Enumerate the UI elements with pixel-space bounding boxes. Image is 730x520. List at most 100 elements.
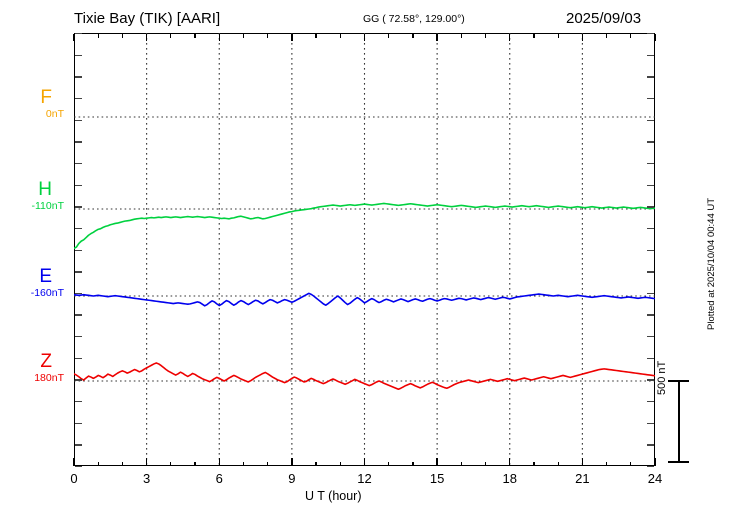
y-tick-right-8 (647, 206, 654, 208)
component-label-Z: Z (40, 351, 52, 372)
y-tick-right-18 (647, 422, 654, 425)
y-tick-left-13 (75, 314, 82, 316)
y-tick-right-9 (647, 227, 654, 230)
y-tick-right-4 (647, 119, 654, 121)
x-tick-top-15 (436, 34, 438, 41)
x-tick-top-minor-20 (557, 34, 559, 38)
y-tick-right-15 (647, 357, 654, 360)
x-tick-top-minor-13 (388, 34, 390, 38)
x-tick-major-6 (218, 458, 220, 466)
x-tick-major-0 (73, 458, 75, 466)
component-value-E: -160nT (30, 287, 64, 299)
x-tick-minor-22 (605, 462, 608, 466)
trace-Z (74, 362, 655, 390)
x-tick-top-minor-2 (121, 34, 123, 38)
y-tick-right-16 (647, 379, 654, 381)
x-tick-top-minor-17 (484, 34, 487, 38)
x-tick-minor-8 (267, 462, 269, 466)
y-tick-left-0 (75, 33, 82, 35)
x-tick-top-minor-19 (533, 34, 535, 38)
y-tick-right-20 (647, 466, 654, 468)
x-axis-title: U T (hour) (305, 489, 362, 503)
x-tick-top-0 (73, 34, 75, 41)
x-tick-top-minor-4 (170, 34, 172, 38)
x-tick-minor-1 (97, 462, 99, 466)
component-value-H: -110nT (31, 200, 65, 212)
x-tick-minor-5 (194, 462, 196, 466)
x-tick-top-minor-16 (460, 34, 462, 38)
y-tick-left-3 (75, 97, 82, 100)
x-tick-label-12: 12 (357, 471, 372, 486)
y-tick-right-5 (647, 141, 654, 143)
y-tick-right-3 (647, 97, 654, 100)
station-title: Tixie Bay (TIK) [AARI] (74, 10, 221, 27)
x-tick-top-12 (363, 34, 366, 41)
x-tick-minor-20 (557, 462, 559, 466)
y-tick-right-10 (647, 249, 654, 251)
y-tick-right-1 (647, 54, 654, 57)
component-value-Z: 180nT (34, 372, 64, 384)
x-tick-minor-14 (412, 462, 414, 466)
component-label-E: E (39, 266, 52, 287)
x-tick-major-18 (509, 458, 511, 466)
component-value-F: 0nT (45, 108, 64, 120)
y-tick-left-11 (75, 271, 82, 273)
y-tick-left-9 (75, 227, 82, 230)
x-tick-major-21 (581, 458, 584, 466)
x-tick-label-15: 15 (429, 471, 445, 486)
component-label-F: F (40, 87, 52, 108)
x-tick-label-18: 18 (502, 471, 517, 486)
y-tick-left-1 (75, 54, 82, 57)
x-tick-minor-4 (170, 462, 172, 466)
y-tick-left-20 (75, 466, 82, 468)
trace-H (74, 202, 655, 250)
x-tick-label-0: 0 (70, 471, 78, 486)
observation-date: 2025/09/03 (566, 10, 642, 27)
scale-bar-bottom-cap (668, 461, 689, 463)
y-tick-left-5 (75, 141, 82, 143)
y-tick-left-19 (75, 444, 82, 446)
y-tick-right-14 (647, 336, 654, 338)
y-tick-right-0 (647, 33, 654, 35)
x-tick-top-18 (509, 34, 511, 41)
x-tick-top-21 (581, 34, 584, 41)
x-tick-label-21: 21 (575, 471, 590, 486)
x-tick-label-3: 3 (143, 471, 151, 486)
x-tick-top-minor-10 (315, 34, 317, 38)
y-tick-right-17 (647, 401, 654, 403)
x-tick-minor-10 (315, 462, 317, 466)
x-tick-label-24: 24 (647, 471, 663, 486)
x-tick-label-6: 6 (215, 471, 223, 486)
x-tick-minor-7 (242, 462, 245, 466)
y-tick-left-2 (75, 76, 82, 78)
x-tick-major-3 (145, 458, 148, 466)
x-tick-top-minor-11 (339, 34, 341, 38)
y-tick-right-19 (647, 444, 654, 446)
vertical-gridlines (146, 33, 583, 466)
x-tick-top-9 (291, 34, 293, 41)
x-tick-minor-19 (533, 462, 535, 466)
scale-bar-label: 500 nT (656, 360, 668, 395)
geographic-coordinates: GG ( 72.58°, 129.00°) (363, 13, 465, 25)
y-tick-left-18 (75, 422, 82, 425)
y-tick-left-12 (75, 292, 82, 295)
y-tick-left-10 (75, 249, 82, 251)
x-tick-top-minor-7 (242, 34, 245, 38)
y-tick-right-7 (647, 184, 654, 186)
y-tick-right-11 (647, 271, 654, 273)
x-tick-major-24 (654, 458, 656, 466)
x-tick-top-minor-14 (412, 34, 414, 38)
scale-bar-line (678, 380, 680, 462)
y-tick-right-12 (647, 292, 654, 295)
x-tick-top-minor-5 (194, 34, 196, 38)
y-tick-left-15 (75, 357, 82, 360)
component-traces (74, 202, 655, 390)
y-tick-left-17 (75, 401, 82, 403)
x-tick-top-minor-8 (267, 34, 269, 38)
x-tick-minor-17 (484, 462, 487, 466)
y-tick-left-16 (75, 379, 82, 381)
y-tick-left-7 (75, 184, 82, 186)
x-tick-minor-16 (460, 462, 462, 466)
y-tick-right-13 (647, 314, 654, 316)
